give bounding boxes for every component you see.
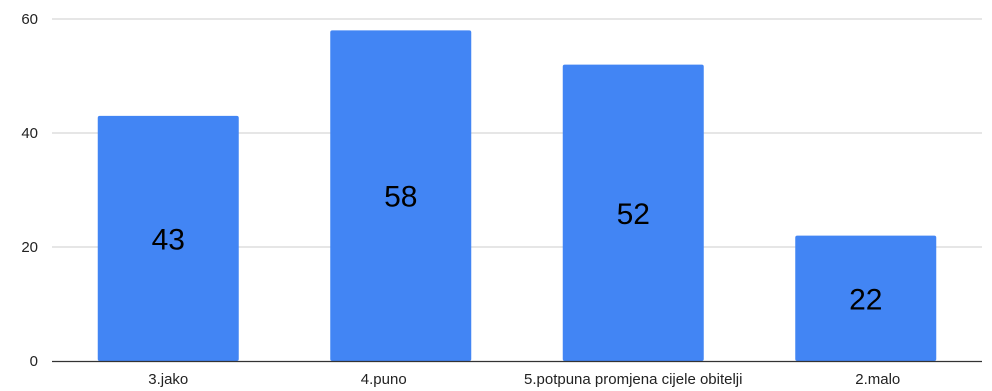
x-tick-label: 4.puno xyxy=(361,371,407,388)
x-tick-label: 3.jako xyxy=(148,371,188,388)
y-tick-label: 0 xyxy=(30,353,38,370)
data-label: 43 xyxy=(152,223,185,256)
bar xyxy=(562,64,704,361)
data-label: 52 xyxy=(617,198,650,231)
y-tick-label: 20 xyxy=(21,239,38,256)
bar xyxy=(795,235,937,361)
bar xyxy=(330,30,472,362)
label-layer: 0 20 40 60 43 58 52 22 3.jako 4.puno 5.potpuna pro… xyxy=(21,11,900,388)
data-label: 22 xyxy=(849,283,882,316)
x-tick-label: 2.malo xyxy=(855,371,900,388)
x-tick-label: 5.potpuna promjena cijele obitelji xyxy=(524,371,742,388)
data-label: 58 xyxy=(384,181,417,214)
y-tick-label: 40 xyxy=(21,125,38,142)
bar-layer xyxy=(97,30,937,362)
y-tick-label: 60 xyxy=(21,11,38,28)
bar xyxy=(97,115,239,362)
